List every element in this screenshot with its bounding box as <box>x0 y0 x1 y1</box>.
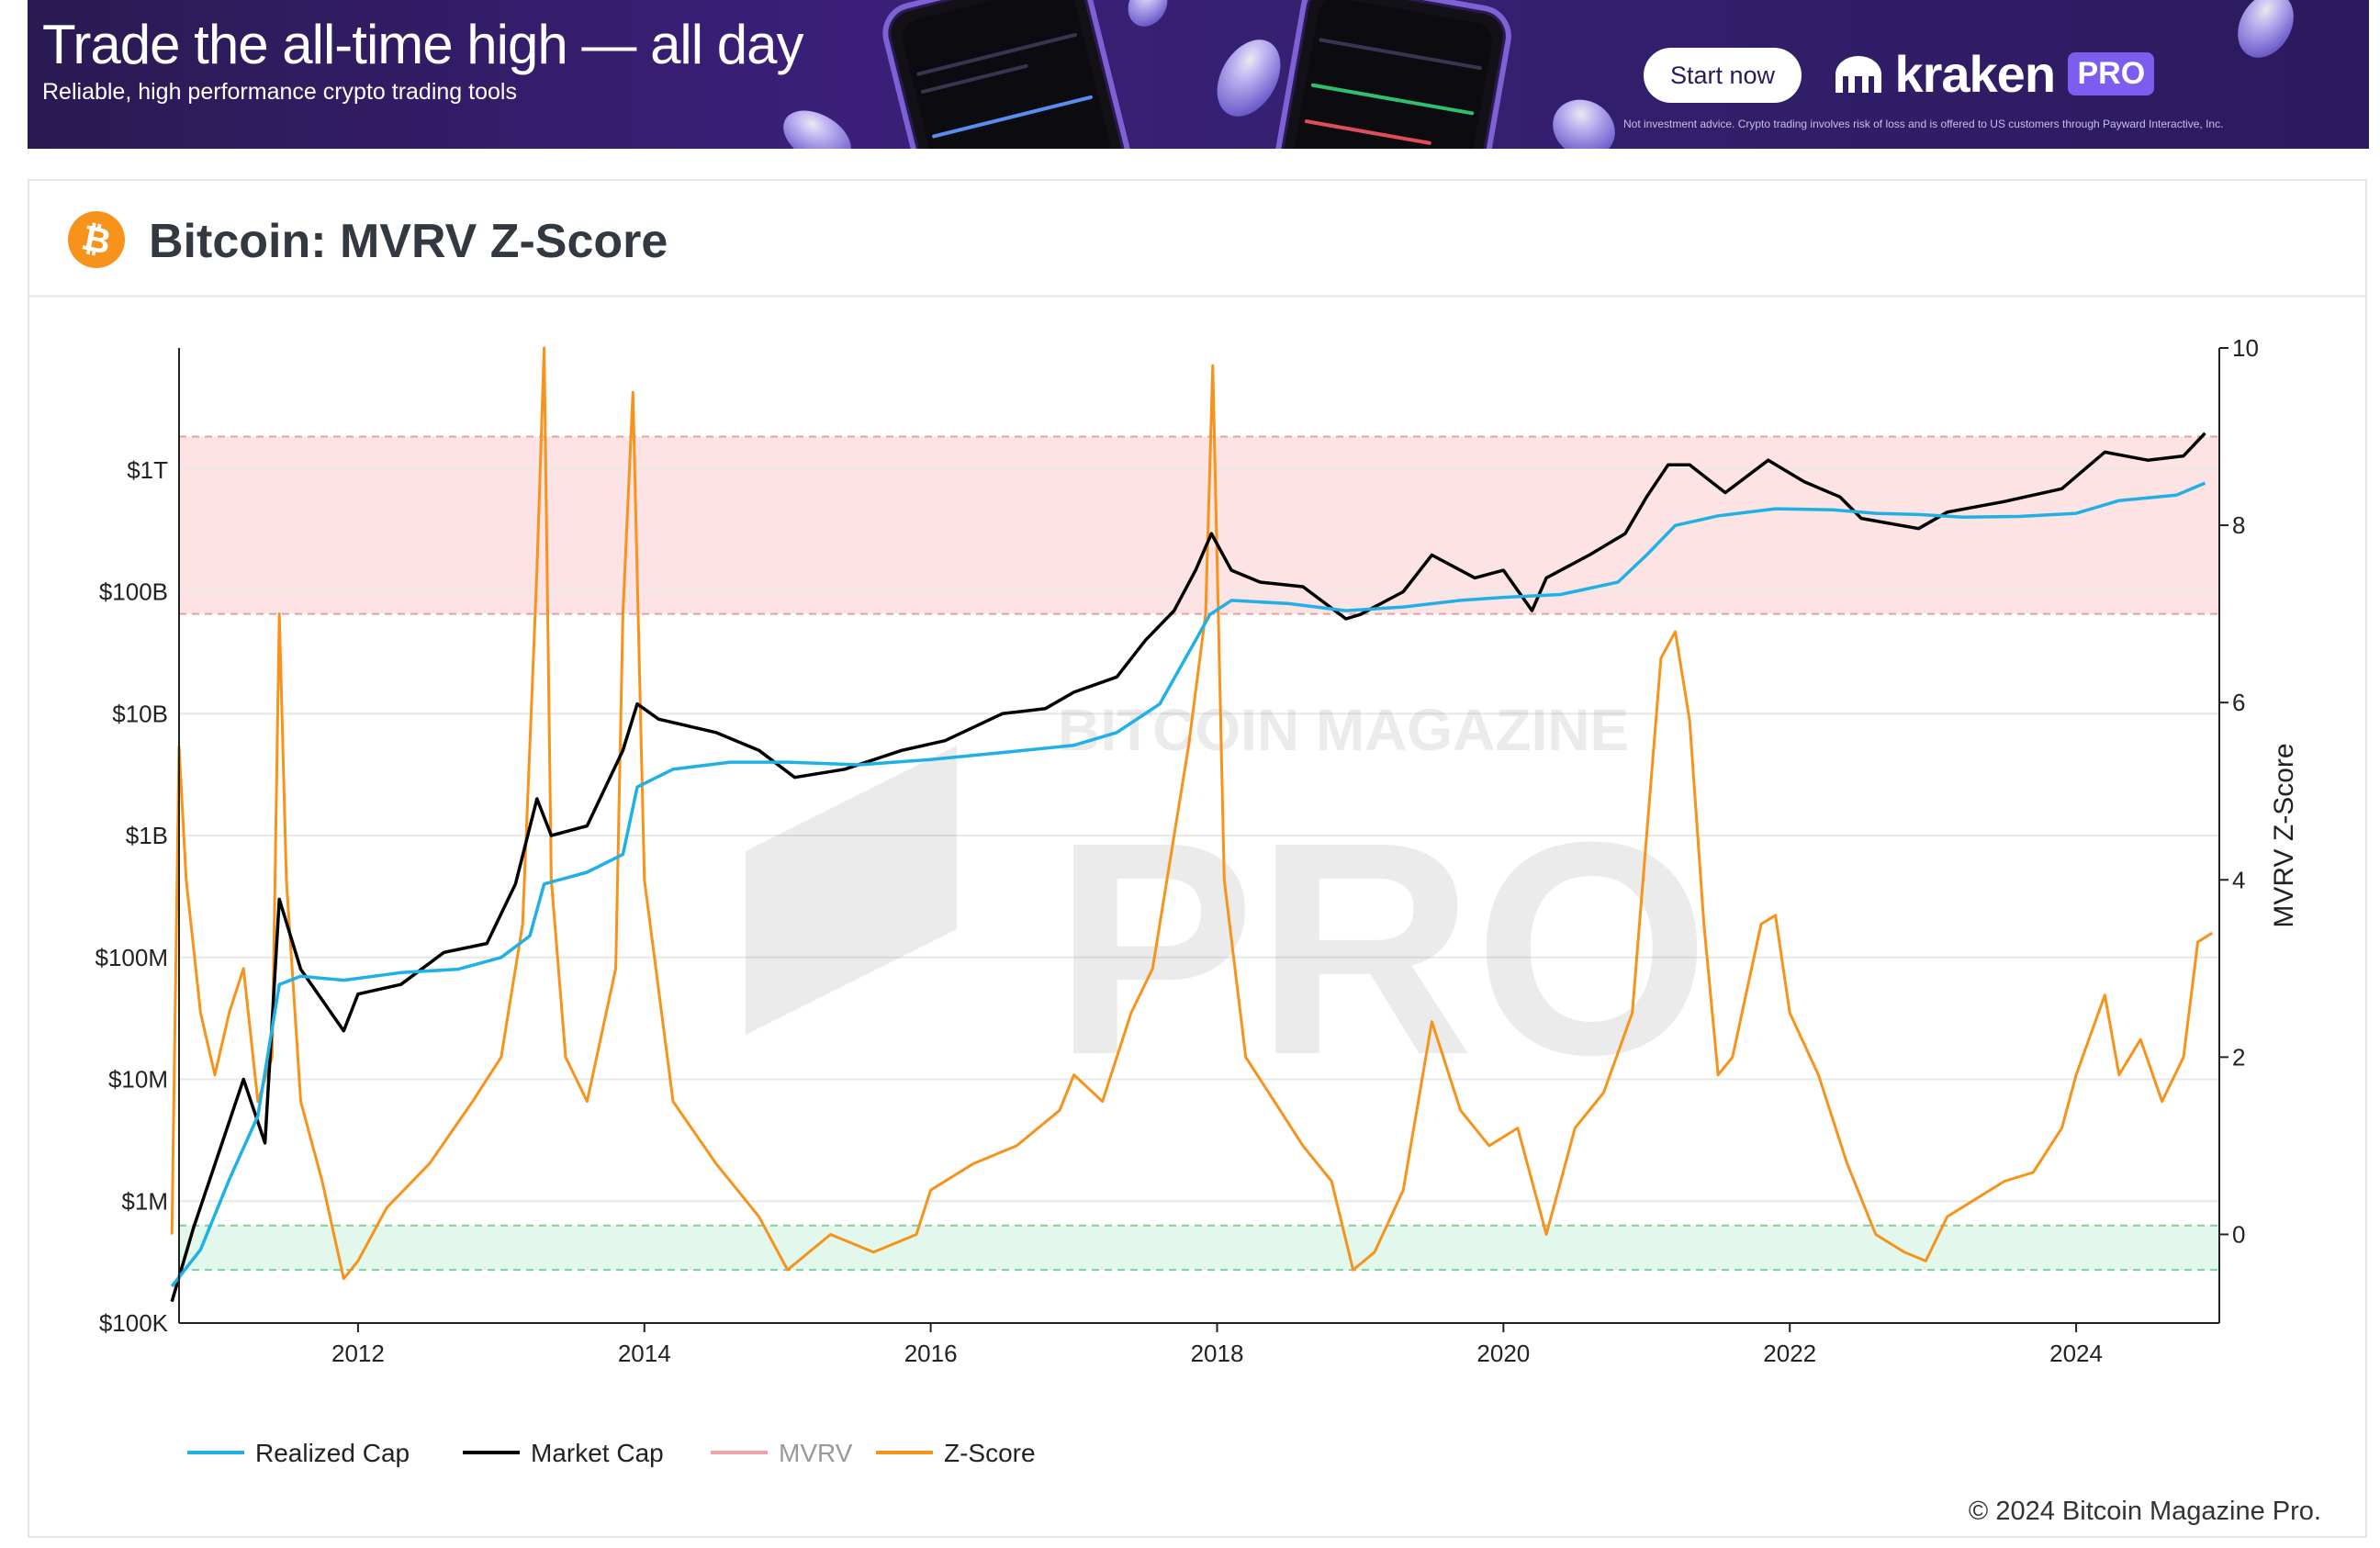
ad-gem-decoration <box>773 99 861 149</box>
y-left-tick-label: $100K <box>99 1309 169 1337</box>
page-title: Bitcoin: MVRV Z-Score <box>149 215 668 268</box>
series-line-realized-cap[interactable] <box>170 481 2206 1288</box>
x-tick-label: 2018 <box>1191 1340 1244 1367</box>
copyright: © 2024 Bitcoin Magazine Pro. <box>1968 1497 2321 1526</box>
ad-subline: Reliable, high performance crypto tradin… <box>42 79 517 105</box>
x-tick-label: 2014 <box>618 1340 671 1367</box>
watermark: BITCOIN MAGAZINE PRO <box>746 697 1710 1117</box>
band-undervalued <box>179 1225 2219 1271</box>
ad-disclaimer: Not investment advice. Crypto trading in… <box>1623 118 2224 130</box>
series-line-z-score[interactable] <box>170 346 2213 1281</box>
legend-item-mvrv[interactable]: MVRV <box>711 1439 853 1467</box>
mvrv-chart[interactable]: BITCOIN MAGAZINE PRO $100K $1M $10M $100M $1… <box>29 300 2365 1494</box>
ad-gem-decoration <box>1542 88 1626 149</box>
y-left-tick-label: $1B <box>126 822 168 849</box>
legend-item-realized-cap[interactable]: Realized Cap <box>187 1439 410 1467</box>
watermark-line2: PRO <box>1053 779 1710 1117</box>
y-right-tick-label: 2 <box>2232 1043 2245 1071</box>
legend-item-market-cap[interactable]: Market Cap <box>463 1439 664 1467</box>
chart-area[interactable]: BITCOIN MAGAZINE PRO $100K $1M $10M $100M $1… <box>29 300 2365 1498</box>
ad-gem-decoration <box>2226 0 2306 68</box>
card-header: ₿ Bitcoin: MVRV Z-Score <box>29 181 2365 297</box>
y-left-tick-label: $10M <box>108 1066 168 1094</box>
y-left-tick-label: $10B <box>112 700 168 727</box>
y-left-tick-label: $100B <box>99 578 168 606</box>
x-tick-label: 2012 <box>331 1340 385 1367</box>
watermark-line1: BITCOIN MAGAZINE <box>1058 697 1629 763</box>
y-left-tick-label: $1M <box>121 1187 168 1215</box>
ad-headline: Trade the all-time high — all day <box>42 14 804 75</box>
ad-gem-decoration <box>1204 28 1294 128</box>
legend-label: MVRV <box>779 1439 853 1467</box>
y-right-tick-label: 8 <box>2232 511 2245 539</box>
chart-card: ₿ Bitcoin: MVRV Z-Score BITCOIN MAGAZINE… <box>28 179 2367 1538</box>
y-right-tick-label: 4 <box>2232 866 2245 893</box>
bitcoin-icon: ₿ <box>68 211 125 268</box>
y-right-tick-label: 0 <box>2232 1220 2245 1248</box>
ad-banner[interactable]: Trade the all-time high — all day Reliab… <box>28 0 2369 149</box>
legend-label: Market Cap <box>531 1439 664 1467</box>
series-line-market-cap[interactable] <box>170 432 2206 1303</box>
legend-item-z-score[interactable]: Z-Score <box>876 1439 1036 1467</box>
y-left-tick-label: $1T <box>127 456 168 484</box>
y-right-tick-label: 6 <box>2232 689 2245 716</box>
y-right-tick-label: 10 <box>2232 334 2259 362</box>
x-tick-label: 2016 <box>904 1340 958 1367</box>
ad-phone-image-right <box>1267 0 1517 149</box>
ad-brand-badge: PRO <box>2068 52 2155 95</box>
x-tick-label: 2022 <box>1763 1340 1816 1367</box>
ad-gem-decoration <box>1120 0 1175 34</box>
ad-start-now-button[interactable]: Start now <box>1644 48 1802 103</box>
x-tick-label: 2024 <box>2049 1340 2103 1367</box>
band-overvalued <box>179 436 2219 614</box>
legend-label: Z-Score <box>944 1439 1036 1467</box>
ad-brand-name: kraken <box>1894 45 2056 103</box>
kraken-logo-icon <box>1836 55 1881 93</box>
x-tick-label: 2020 <box>1476 1340 1530 1367</box>
y-right-axis-title: MVRV Z-Score <box>2269 743 2299 927</box>
ad-brand-logo[interactable]: kraken PRO <box>1832 44 2155 103</box>
ad-phone-image-left <box>876 0 1137 149</box>
y-left-tick-label: $100M <box>95 944 169 971</box>
legend-label: Realized Cap <box>255 1439 410 1467</box>
